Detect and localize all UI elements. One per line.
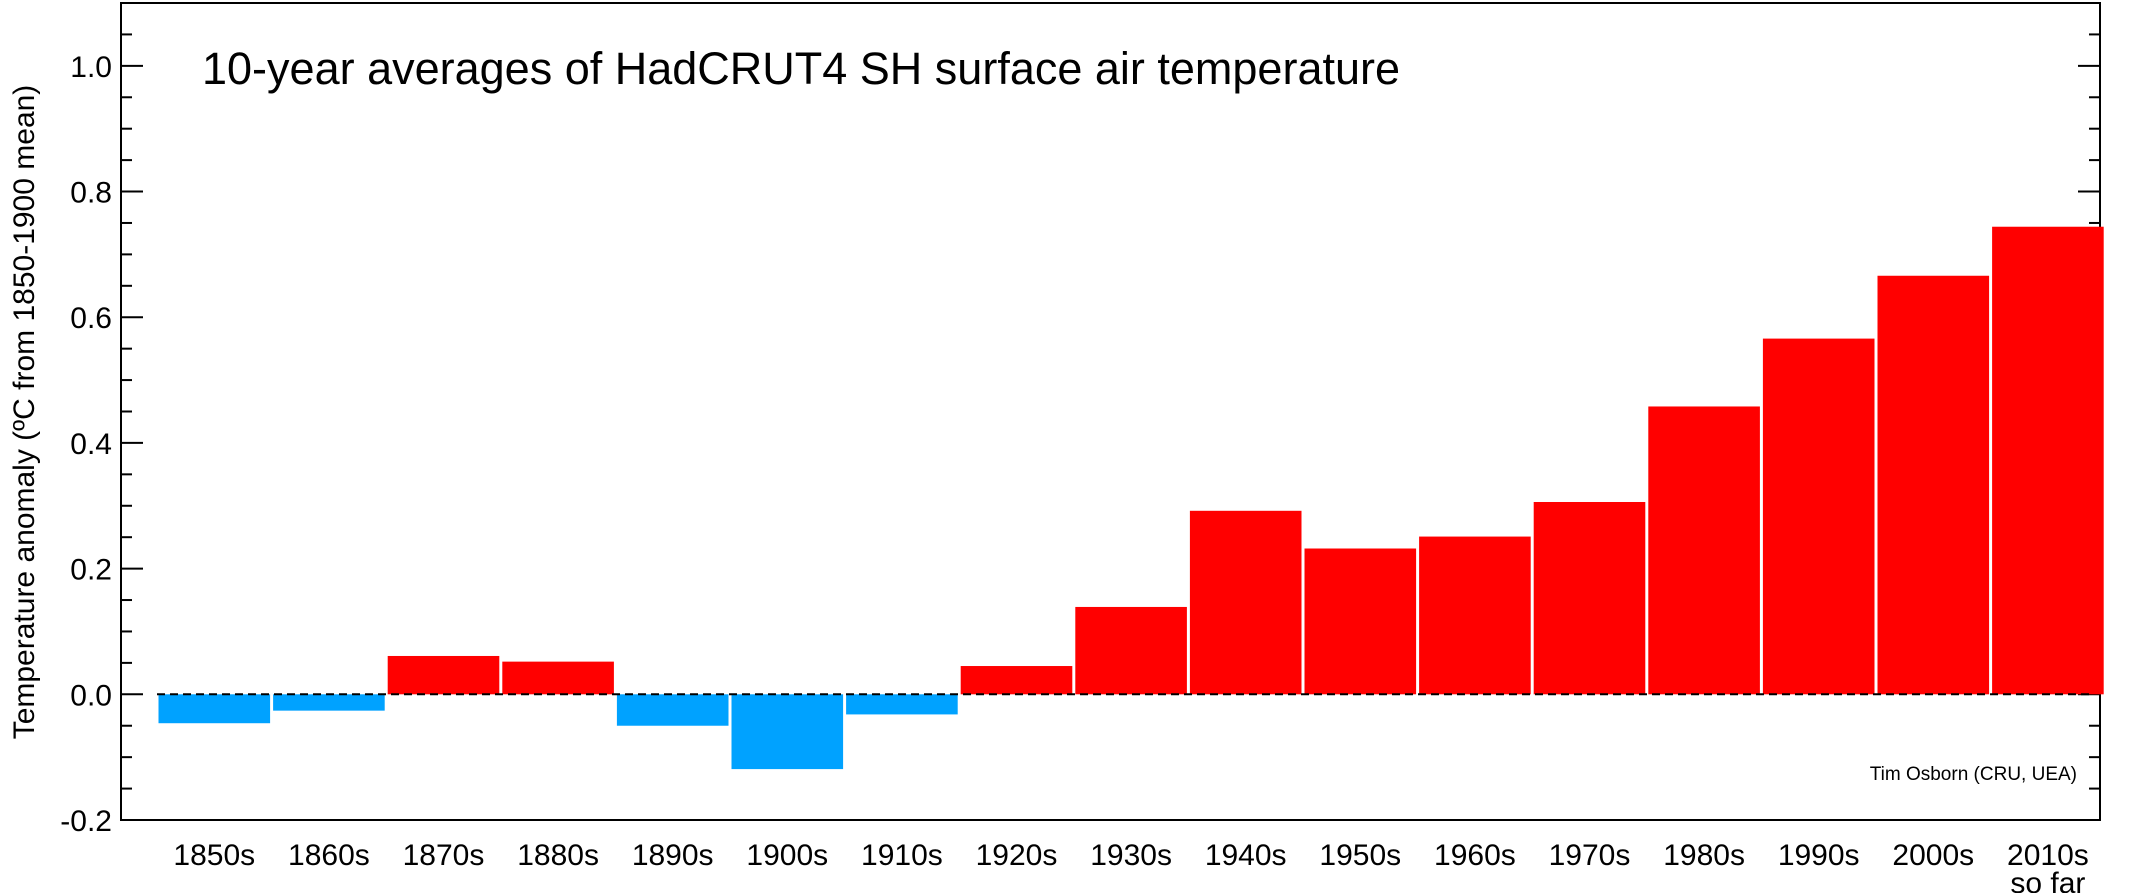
bar-1870s <box>387 655 500 695</box>
x-tick-label: 2000s <box>1892 839 1974 872</box>
y-axis-label: Temperature anomaly (ºC from 1850-1900 m… <box>8 85 41 740</box>
bars <box>158 226 2104 770</box>
bar-2000s <box>1877 275 1990 695</box>
y-tick-label: -0.2 <box>60 805 112 838</box>
x-tick-label: 2010s <box>2007 839 2089 872</box>
x-tick-label: 1970s <box>1549 839 1631 872</box>
bar-1880s <box>502 661 614 695</box>
bar-1920s <box>960 666 1073 695</box>
bar-1950s <box>1304 548 1417 695</box>
bar-1990s <box>1762 338 1875 695</box>
x-tick-label: 1870s <box>403 839 485 872</box>
bar-1910s <box>846 694 958 715</box>
bar-1940s <box>1189 510 1302 695</box>
bar-1860s <box>273 694 385 711</box>
y-tick-label: 0.4 <box>70 428 112 461</box>
y-tick-label: 0.2 <box>70 554 112 587</box>
x-tick-label: 1980s <box>1663 839 1745 872</box>
y-tick-label: 0.8 <box>70 177 112 210</box>
x-tick-label: 1890s <box>632 839 714 872</box>
x-tick-sublabel: so far <box>2010 867 2085 893</box>
y-tick-label: 0.0 <box>70 679 112 712</box>
x-tick-label: 1960s <box>1434 839 1516 872</box>
x-tick-label: 1880s <box>517 839 599 872</box>
bar-1980s <box>1648 406 1760 695</box>
bar-1900s <box>731 694 844 770</box>
x-tick-label: 1920s <box>976 839 1058 872</box>
x-tick-label: 1940s <box>1205 839 1287 872</box>
bar-1930s <box>1075 606 1187 695</box>
bar-2010s <box>1992 226 2104 695</box>
bar-1850s <box>158 694 271 724</box>
x-tick-label: 1950s <box>1319 839 1401 872</box>
credit-text: Tim Osborn (CRU, UEA) <box>1870 764 2077 785</box>
x-axis: 1850s 1860s 1870s 1880s 1890s 1900s 1910s 1920s… <box>173 839 2088 893</box>
bar-1970s <box>1533 501 1646 695</box>
x-tick-label: 1900s <box>746 839 828 872</box>
y-tick-label: 0.6 <box>70 302 112 335</box>
x-tick-label: 1860s <box>288 839 370 872</box>
y-tick-label: 1.0 <box>70 51 112 84</box>
chart-title: 10-year averages of HadCRUT4 SH surface … <box>202 43 1400 94</box>
x-tick-label: 1850s <box>173 839 255 872</box>
x-tick-label: 1930s <box>1090 839 1172 872</box>
x-tick-label: 1990s <box>1778 839 1860 872</box>
bar-1960s <box>1419 536 1531 695</box>
bar-1890s <box>616 694 729 726</box>
x-tick-label: 1910s <box>861 839 943 872</box>
